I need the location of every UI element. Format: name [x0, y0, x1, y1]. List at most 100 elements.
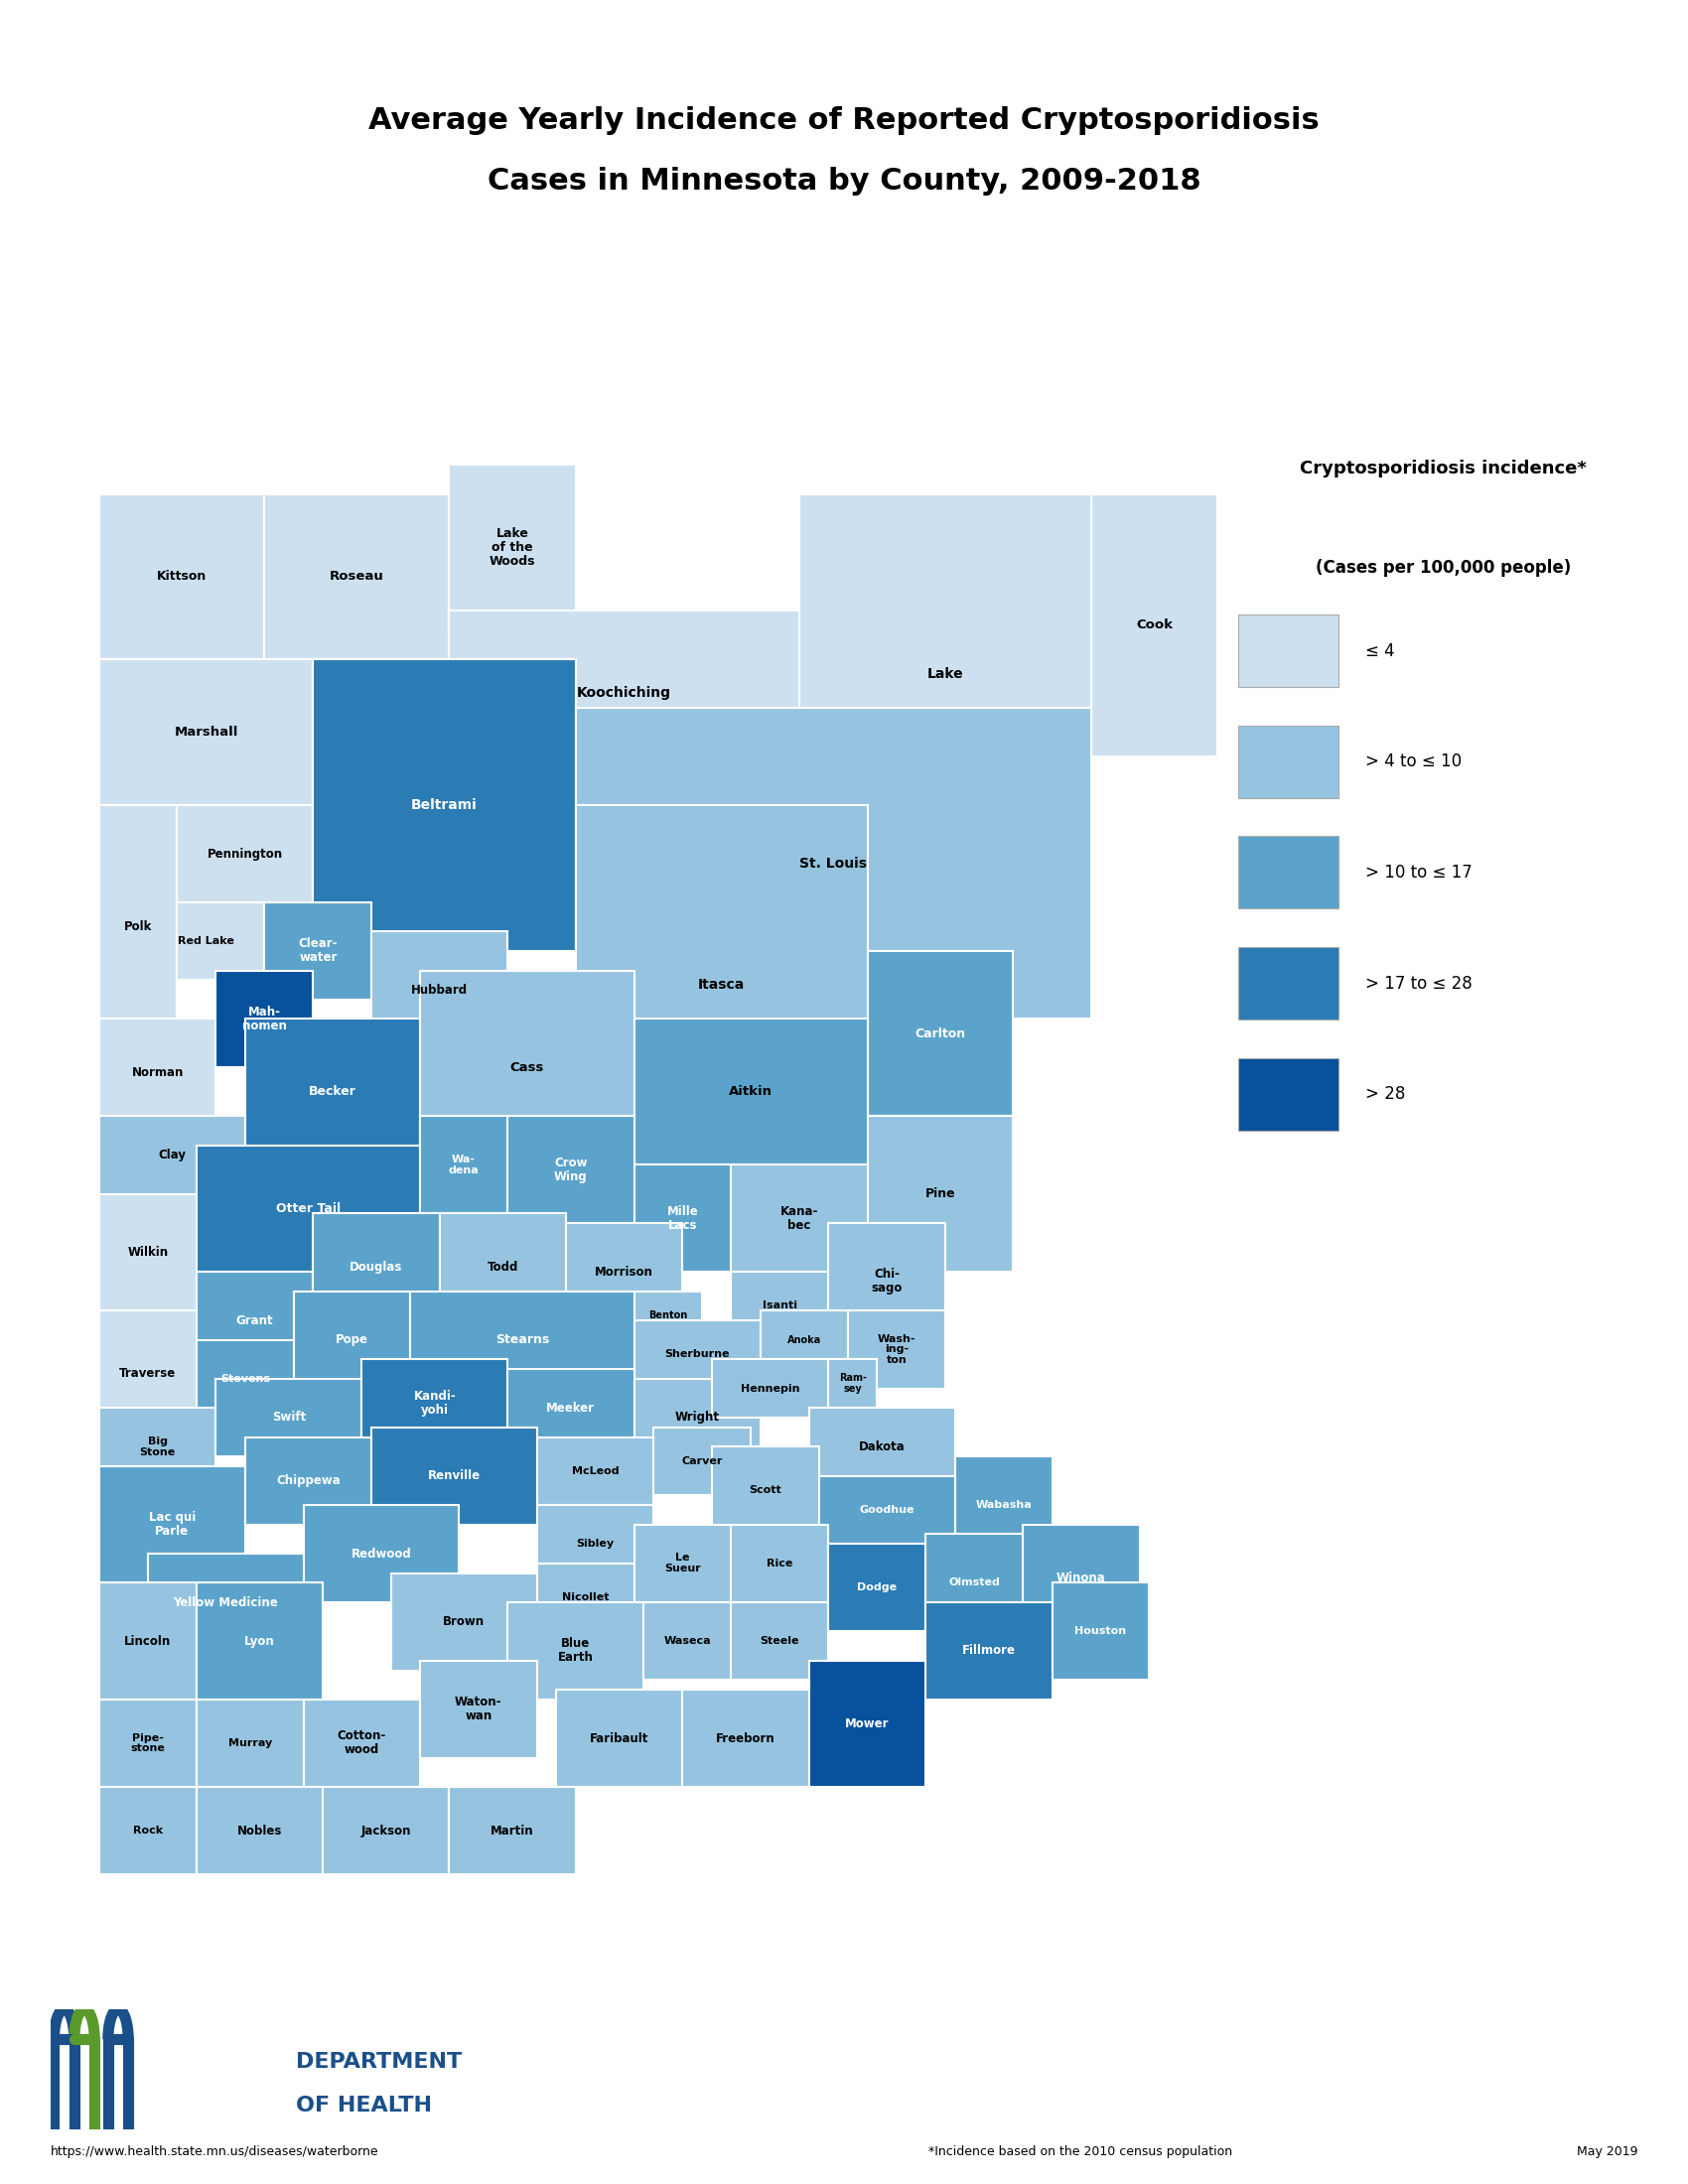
Bar: [925, 1603, 1052, 1699]
Text: McLeod: McLeod: [572, 1465, 619, 1476]
Text: Dakota: Dakota: [859, 1439, 905, 1452]
Text: Goodhue: Goodhue: [859, 1505, 915, 1516]
Text: Kittson: Kittson: [157, 570, 208, 583]
Bar: [800, 494, 1090, 854]
Bar: [635, 1378, 760, 1457]
Text: Swift: Swift: [272, 1411, 306, 1424]
Text: Cryptosporidiosis incidence*: Cryptosporidiosis incidence*: [1300, 459, 1587, 478]
Text: Becker: Becker: [309, 1085, 356, 1099]
Text: Mille
Lacs: Mille Lacs: [667, 1206, 699, 1232]
Bar: [100, 806, 177, 1048]
Text: Clay: Clay: [159, 1149, 186, 1162]
Text: Sibley: Sibley: [576, 1540, 614, 1548]
Text: Dodge: Dodge: [858, 1583, 896, 1592]
Text: > 4 to ≤ 10: > 4 to ≤ 10: [1366, 753, 1462, 771]
Text: Polk: Polk: [123, 919, 152, 933]
Text: Blue
Earth: Blue Earth: [557, 1638, 594, 1664]
Bar: [955, 1457, 1052, 1553]
Bar: [371, 933, 508, 1048]
Bar: [1052, 1583, 1150, 1679]
Bar: [100, 1409, 216, 1485]
Bar: [1090, 494, 1217, 756]
Text: Wabasha: Wabasha: [976, 1500, 1031, 1509]
Text: Crow
Wing: Crow Wing: [554, 1155, 587, 1184]
Bar: [196, 1583, 322, 1699]
Bar: [819, 1476, 955, 1544]
Bar: [100, 660, 314, 806]
Text: Cook: Cook: [1136, 618, 1173, 631]
Text: Lake
of the
Woods: Lake of the Woods: [490, 526, 535, 568]
Bar: [809, 1409, 955, 1485]
Bar: [392, 1572, 537, 1671]
Bar: [196, 1339, 294, 1417]
Text: Waton-
wan: Waton- wan: [454, 1695, 501, 1723]
Bar: [149, 1553, 304, 1651]
Text: Anoka: Anoka: [787, 1334, 820, 1345]
Bar: [100, 1699, 196, 1787]
Text: Steele: Steele: [760, 1636, 800, 1647]
Text: > 10 to ≤ 17: > 10 to ≤ 17: [1366, 863, 1472, 882]
Text: Benton: Benton: [648, 1310, 687, 1321]
Text: Pipe-
stone: Pipe- stone: [130, 1732, 165, 1754]
FancyBboxPatch shape: [1237, 725, 1339, 797]
Text: Cotton-
wood: Cotton- wood: [338, 1730, 387, 1756]
Bar: [537, 1505, 653, 1583]
Bar: [314, 1214, 439, 1321]
Text: Renville: Renville: [427, 1470, 481, 1483]
Text: Cases in Minnesota by County, 2009-2018: Cases in Minnesota by County, 2009-2018: [488, 166, 1200, 197]
Bar: [829, 1358, 878, 1409]
Text: Isanti: Isanti: [763, 1302, 797, 1310]
Text: > 17 to ≤ 28: > 17 to ≤ 28: [1366, 974, 1472, 992]
Text: Pope: Pope: [336, 1334, 368, 1345]
Text: Wa-
dena: Wa- dena: [449, 1155, 479, 1175]
Bar: [196, 1144, 420, 1271]
Bar: [635, 1164, 731, 1271]
Bar: [449, 612, 800, 775]
Bar: [829, 1223, 945, 1339]
Bar: [245, 1020, 420, 1164]
Bar: [868, 1116, 1013, 1271]
Text: Douglas: Douglas: [349, 1260, 403, 1273]
Text: Faribault: Faribault: [589, 1732, 648, 1745]
Bar: [420, 970, 635, 1164]
Bar: [420, 1116, 508, 1214]
Text: OF HEALTH: OF HEALTH: [295, 2094, 432, 2116]
Text: *Incidence based on the 2010 census population: *Incidence based on the 2010 census popu…: [928, 2145, 1232, 2158]
Bar: [760, 1310, 847, 1369]
Text: ≤ 4: ≤ 4: [1366, 642, 1396, 660]
Text: Big
Stone: Big Stone: [140, 1437, 176, 1457]
Bar: [712, 1446, 819, 1533]
Text: Meeker: Meeker: [547, 1402, 596, 1415]
Text: Aitkin: Aitkin: [729, 1085, 773, 1099]
Bar: [314, 660, 576, 950]
Text: Mower: Mower: [846, 1717, 890, 1730]
Bar: [565, 1223, 682, 1321]
Bar: [410, 1291, 635, 1389]
Text: https://www.health.state.mn.us/diseases/waterborne: https://www.health.state.mn.us/diseases/…: [51, 2145, 378, 2158]
Bar: [420, 1660, 537, 1758]
Bar: [643, 1603, 731, 1679]
Bar: [100, 1310, 196, 1437]
Bar: [847, 1310, 945, 1389]
Bar: [829, 1544, 925, 1631]
Text: Yellow Medicine: Yellow Medicine: [174, 1597, 279, 1610]
Text: Murray: Murray: [228, 1738, 272, 1747]
Text: Clear-
water: Clear- water: [299, 937, 338, 965]
Bar: [731, 1271, 829, 1339]
Bar: [196, 1699, 304, 1787]
Bar: [868, 950, 1013, 1116]
Bar: [576, 708, 1090, 1020]
Text: DEPARTMENT: DEPARTMENT: [295, 2051, 461, 2073]
Bar: [576, 806, 868, 1164]
Text: Beltrami: Beltrami: [412, 797, 478, 812]
Text: Todd: Todd: [488, 1260, 518, 1273]
Text: Nicollet: Nicollet: [562, 1592, 609, 1603]
Bar: [245, 1437, 371, 1524]
Text: Sherburne: Sherburne: [665, 1350, 729, 1358]
Text: Jackson: Jackson: [361, 1824, 412, 1837]
Text: Chippewa: Chippewa: [277, 1474, 341, 1487]
FancyBboxPatch shape: [1237, 614, 1339, 688]
Bar: [508, 1603, 643, 1699]
Bar: [294, 1291, 410, 1389]
Bar: [196, 1787, 322, 1874]
